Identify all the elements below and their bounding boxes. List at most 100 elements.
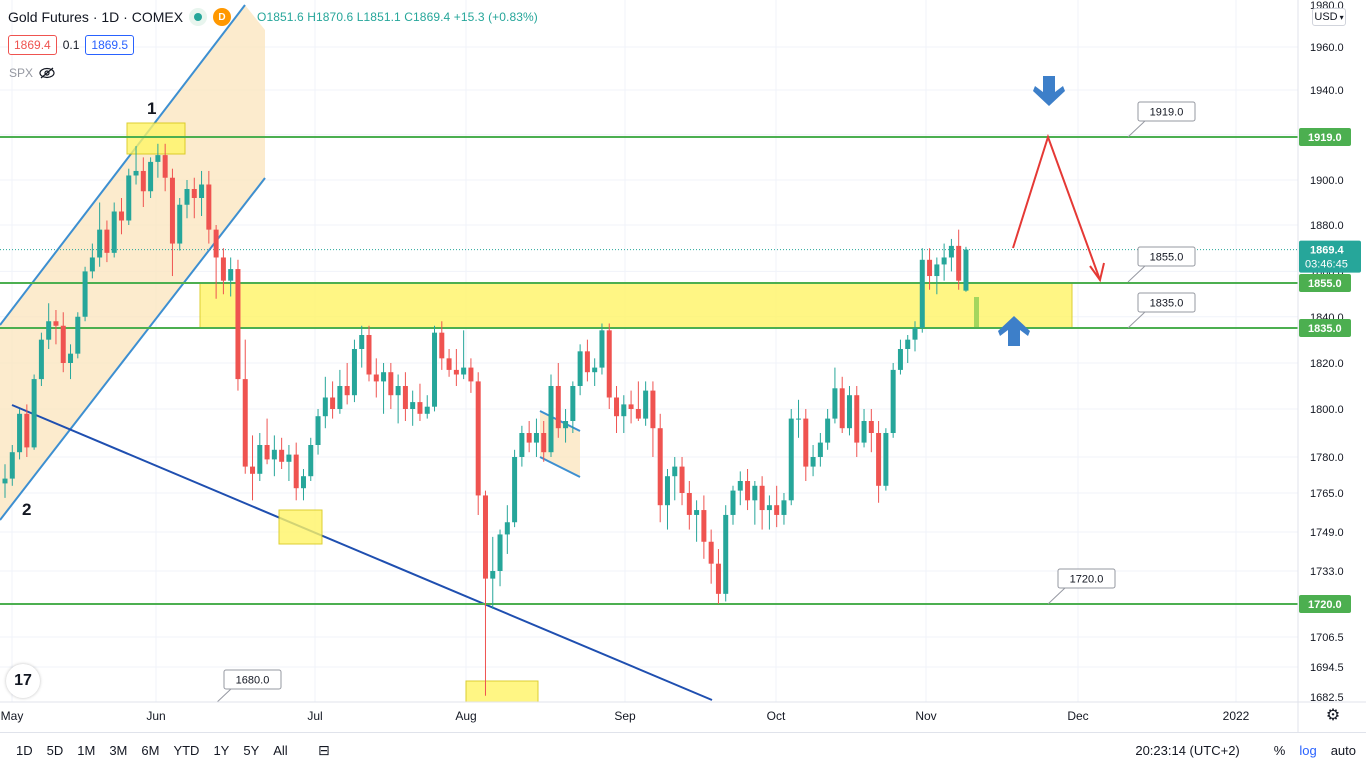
callout-pointer	[1127, 264, 1147, 283]
level-price-badge	[1299, 128, 1351, 146]
level-price-badge	[1299, 595, 1351, 613]
candle-body	[774, 505, 780, 515]
log-scale-toggle[interactable]: log	[1299, 743, 1317, 758]
candle-body	[461, 367, 467, 375]
callout-label: 1720.0	[1070, 574, 1104, 586]
channel-fill	[0, 5, 265, 520]
timeframe-ytd-button[interactable]: YTD	[173, 743, 200, 758]
timeframe-5d-button[interactable]: 5D	[46, 743, 64, 758]
candle-body	[2, 478, 8, 484]
candle-body	[919, 259, 925, 328]
level-price-badge-label: 1835.0	[1308, 323, 1342, 335]
callout-pointer	[1127, 119, 1147, 138]
candle-body	[512, 457, 518, 523]
candle-body	[533, 433, 539, 443]
candle-body	[220, 257, 226, 281]
candle-body	[453, 369, 459, 375]
candle-body	[24, 413, 30, 448]
data-delay-badge[interactable]: D	[213, 8, 232, 26]
market-status-icon[interactable]	[189, 8, 208, 26]
timeframe-1d-button[interactable]: 1D	[16, 743, 33, 758]
candle-body	[373, 374, 379, 382]
symbol-title[interactable]: Gold Futures · 1D · COMEX	[8, 9, 184, 25]
callout-box	[1137, 292, 1196, 313]
candle-body	[140, 170, 146, 192]
candle-body	[184, 189, 190, 205]
candle-body	[854, 395, 860, 443]
open-value: O1851.6	[257, 10, 304, 24]
candle-body	[650, 390, 656, 429]
candle-body	[97, 229, 103, 258]
candle-body	[657, 428, 663, 506]
candle-body	[614, 397, 620, 417]
compare-symbol[interactable]: SPX	[9, 66, 55, 80]
auto-scale-toggle[interactable]: auto	[1330, 743, 1356, 758]
candle-body	[75, 316, 81, 354]
hide-eye-icon[interactable]	[39, 67, 55, 79]
candle-body	[628, 404, 634, 409]
timeframe-3m-button[interactable]: 3M	[109, 743, 128, 758]
price-tick-label: 1706.5	[1310, 632, 1344, 644]
low-value: L1851.1	[356, 10, 401, 24]
timeframe-all-button[interactable]: All	[273, 743, 288, 758]
tradingview-logo-icon[interactable]: 17	[6, 664, 40, 698]
callout-label: 1835.0	[1150, 298, 1184, 310]
aug-low-zone	[465, 680, 539, 702]
candle-body	[89, 257, 95, 272]
candle-body	[439, 332, 445, 359]
clock-timezone[interactable]: 20:23:14 (UTC+2)	[1135, 743, 1240, 758]
sell-button[interactable]: 1869.4	[8, 35, 57, 55]
callout-box	[1137, 246, 1196, 267]
candle-body	[861, 421, 867, 443]
timeframe-6m-button[interactable]: 6M	[141, 743, 160, 758]
candle-body	[570, 386, 576, 421]
candle-body	[752, 485, 758, 501]
candle-body	[504, 522, 510, 535]
candle-body	[541, 433, 547, 453]
up-arrow-icon	[998, 316, 1030, 346]
time-tick-label: Aug	[455, 709, 476, 723]
candle-body	[686, 493, 692, 515]
candle-body	[635, 409, 641, 419]
timeframe-1m-button[interactable]: 1M	[77, 743, 96, 758]
candle-body	[133, 170, 139, 176]
price-tick-label: 1880.0	[1310, 220, 1344, 232]
percent-scale-toggle[interactable]: %	[1273, 743, 1286, 758]
price-tick-label: 1800.0	[1310, 404, 1344, 416]
candle-body	[235, 269, 241, 380]
price-tick-label: 1749.0	[1310, 527, 1344, 539]
timeframe-1y-button[interactable]: 1Y	[213, 743, 230, 758]
callout-box	[1057, 568, 1116, 589]
candle-body	[402, 386, 408, 409]
candle-body	[803, 418, 809, 467]
callout-pointer	[1127, 310, 1147, 329]
candle-body	[191, 189, 197, 198]
timeframe-5y-button[interactable]: 5Y	[243, 743, 260, 758]
candle-body	[730, 490, 736, 515]
plot-area: 1919.0 1855.0 1835.0 1720.0 1680.0 1 2	[0, 4, 1298, 702]
candle-body	[388, 372, 394, 396]
candle-body	[475, 381, 481, 496]
callout-label: 1680.0	[236, 675, 270, 687]
price-tick-label: 1820.0	[1310, 358, 1344, 370]
candle-body	[905, 339, 911, 349]
candle-body	[788, 418, 794, 501]
candle-body	[963, 249, 969, 291]
calendar-range-icon[interactable]: ⊟	[318, 742, 330, 758]
level-price-badge	[1299, 319, 1351, 337]
time-tick-label: Jul	[307, 709, 322, 723]
candle-body	[592, 367, 598, 373]
candle-body	[300, 476, 306, 489]
breakout-candle-highlight	[974, 297, 979, 327]
candle-body	[606, 330, 612, 398]
gear-icon[interactable]: ⚙	[1325, 707, 1341, 724]
candle-body	[796, 418, 802, 420]
flag-lower-line	[539, 456, 581, 478]
buy-button[interactable]: 1869.5	[85, 35, 135, 55]
last-price-badge[interactable]	[1299, 240, 1361, 273]
channel-lower-line	[0, 177, 266, 521]
candle-body	[781, 500, 787, 515]
currency-selector[interactable]: USD ▾	[1312, 8, 1346, 26]
price-chart[interactable]: 1919.01855.01835.01720.01680.0121980.019…	[0, 0, 1366, 732]
candle-body	[250, 466, 256, 474]
